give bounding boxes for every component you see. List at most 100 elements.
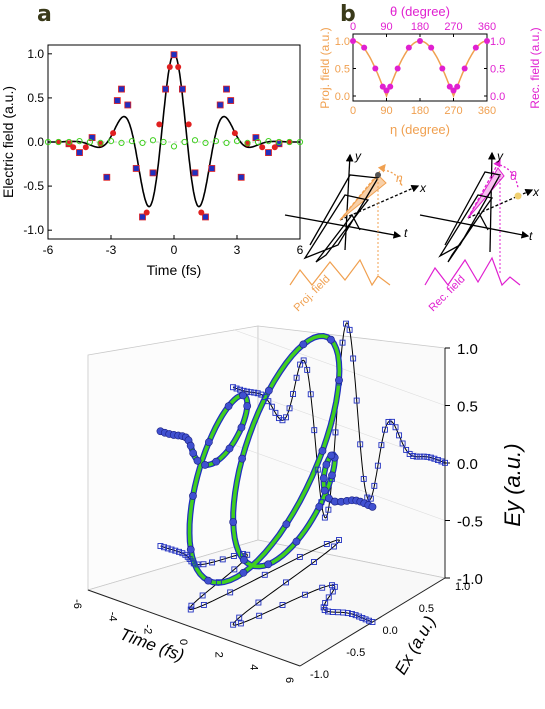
ex-marker	[172, 547, 179, 554]
y-axis-arrow	[487, 151, 496, 253]
ex-marker	[164, 545, 171, 552]
data-point-open	[244, 139, 251, 146]
data-point-square	[237, 173, 245, 181]
data-point-circle	[156, 121, 163, 128]
data-point-circle	[271, 144, 278, 151]
curve-marker	[193, 456, 202, 465]
field-tip-dot	[375, 172, 381, 178]
ex-marker	[227, 589, 234, 596]
curves	[156, 320, 448, 628]
data-point-square	[149, 169, 157, 177]
x-axis-arrow	[339, 185, 420, 221]
data-point-circle	[66, 140, 72, 147]
ex-tick-label: 0.0	[383, 625, 398, 637]
field-helix	[438, 171, 502, 263]
data-point-square	[265, 149, 272, 156]
z-tick-label: -1.0	[457, 571, 483, 588]
ex-marker	[362, 616, 369, 623]
data-point-square	[275, 140, 283, 148]
ex-marker	[231, 566, 238, 573]
y-axis-label: Electric field (a.u.)	[0, 86, 16, 198]
ex-marker	[279, 602, 286, 608]
ey-marker	[381, 426, 388, 433]
ex-marker	[230, 621, 237, 628]
t-axis-arrow	[284, 214, 402, 239]
ey-marker	[254, 390, 261, 397]
z-tick-label: 1.0	[457, 341, 478, 358]
ex-marker	[168, 546, 175, 553]
ey-marker	[403, 446, 410, 453]
ex-marker	[319, 584, 326, 591]
ey-marker	[251, 389, 258, 396]
ex-marker	[215, 579, 222, 586]
data-point-open	[296, 138, 304, 146]
x-axis-label: Time (fs)	[147, 262, 202, 278]
data-point-square	[118, 85, 125, 93]
ex-marker	[322, 600, 329, 606]
curve-marker	[282, 520, 291, 529]
field-vector	[467, 158, 501, 219]
data-point-open	[76, 138, 83, 145]
data-point-square	[191, 169, 199, 177]
ex-marker	[237, 620, 244, 627]
ey-marker	[265, 398, 272, 405]
data-point-square	[216, 101, 224, 109]
t-axis-arrow	[419, 214, 530, 239]
y-tick-label: 0.0	[27, 135, 44, 149]
curve-marker	[189, 492, 197, 500]
data-point-circle	[286, 139, 293, 145]
y-tick-label: 1.0	[27, 47, 44, 61]
data-point-open	[128, 138, 136, 145]
ey-marker	[339, 339, 346, 346]
curve-marker	[186, 545, 195, 554]
axis-t-label: t	[529, 229, 533, 243]
ey-marker	[343, 320, 350, 327]
data-point-square	[223, 85, 230, 93]
data-point-open	[149, 137, 157, 144]
ey-marker	[438, 458, 445, 465]
projected-waveform	[289, 258, 391, 287]
ex-tick-label: -0.5	[346, 647, 365, 659]
ey-marker	[413, 453, 420, 460]
ey-marker	[346, 326, 353, 333]
ex-marker	[349, 611, 355, 617]
data-point-circle	[175, 64, 182, 71]
curve-marker	[320, 486, 329, 495]
ex-marker	[194, 561, 201, 568]
ex-marker	[369, 619, 376, 625]
ex-marker	[325, 594, 332, 601]
ey-marker	[297, 361, 304, 368]
data-point-circle	[70, 144, 77, 151]
ex-marker	[323, 541, 330, 547]
ex-tick-label: 1.0	[455, 581, 470, 593]
y-tick-label: -0.5	[23, 179, 44, 193]
axis-x-label: x	[419, 181, 427, 195]
panel-label-a: a	[37, 2, 52, 27]
x-tick-label: 0	[171, 243, 178, 257]
ex-marker	[329, 588, 336, 595]
data-point-open	[170, 143, 178, 150]
curve-marker	[299, 340, 308, 349]
axis-ticks: -1.0 -0.5 0.0 0.5 1.0 -6 -4 -2 0 2 4 6 -1.0 -0.5 0.0 0.…	[71, 341, 483, 683]
ex-marker	[188, 602, 195, 609]
data-point-open	[160, 138, 167, 146]
data-point-circle	[82, 144, 89, 151]
ey-marker	[283, 414, 289, 421]
ex-marker	[359, 614, 366, 621]
ex-marker	[157, 543, 164, 549]
curve-marker	[243, 402, 252, 410]
data-point-open	[118, 139, 125, 146]
y-axis-arrow	[344, 153, 354, 251]
ey-marker	[406, 451, 413, 457]
data-point-open	[223, 139, 230, 146]
curve-marker	[327, 451, 336, 460]
ex-marker	[256, 612, 263, 619]
ey-marker	[424, 453, 431, 460]
ex-axis-label: Ex (a.u.)	[391, 613, 440, 678]
curve-marker	[239, 568, 248, 577]
ey-marker	[353, 397, 360, 404]
ey-marker	[261, 394, 268, 401]
data-point-square	[139, 213, 146, 221]
ex-marker	[261, 571, 268, 578]
